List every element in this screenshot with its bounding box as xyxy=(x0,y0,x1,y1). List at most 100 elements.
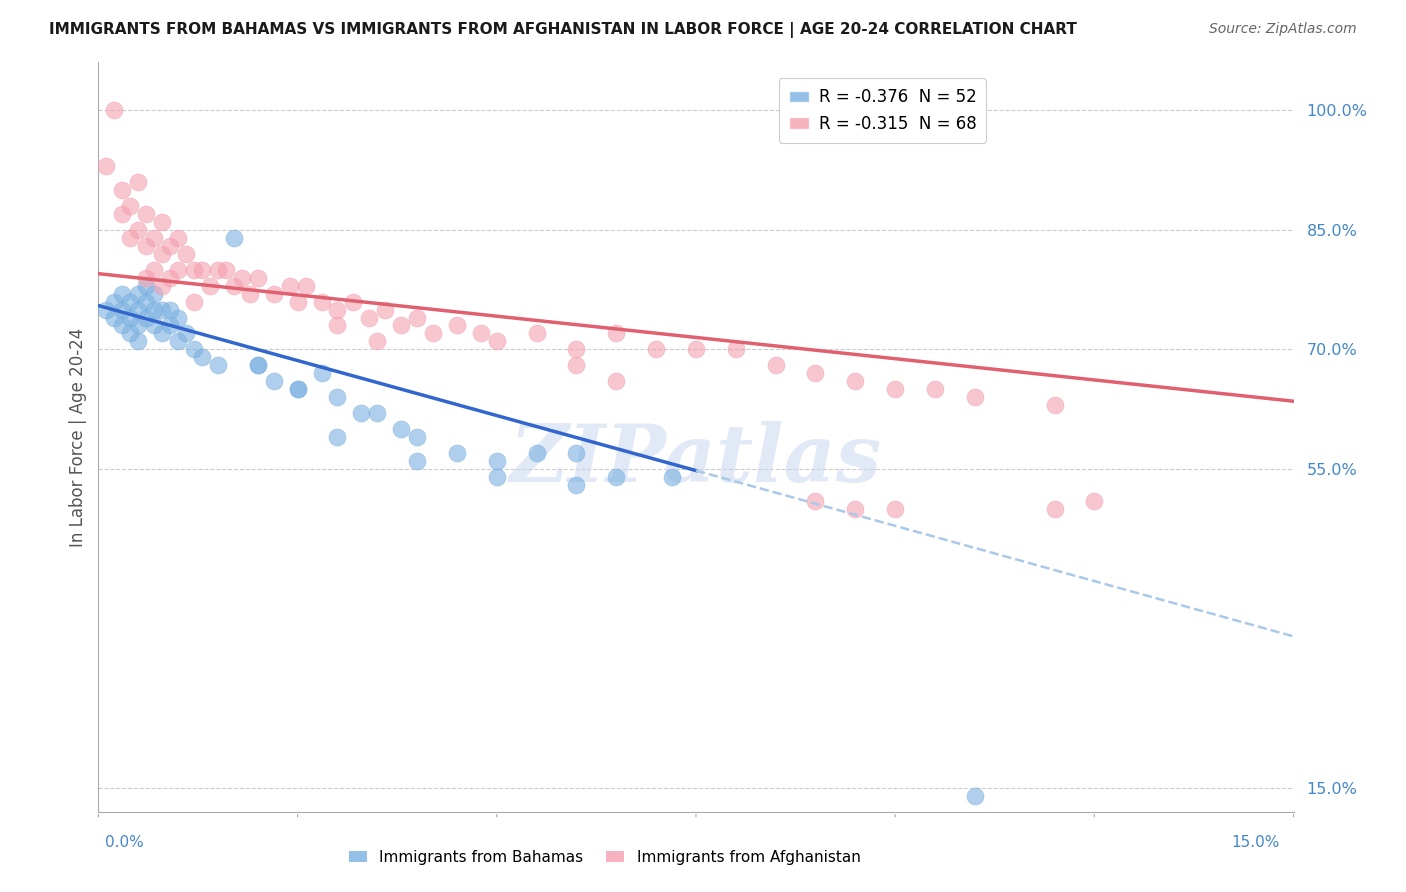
Point xyxy=(135,207,157,221)
Point xyxy=(135,294,157,309)
Point xyxy=(963,390,986,404)
Point xyxy=(485,334,508,349)
Point xyxy=(150,326,173,341)
Point xyxy=(135,239,157,253)
Point xyxy=(143,262,166,277)
Point xyxy=(111,286,134,301)
Point xyxy=(661,470,683,484)
Point xyxy=(470,326,492,341)
Point xyxy=(215,262,238,277)
Point xyxy=(135,278,157,293)
Point xyxy=(605,326,627,341)
Point xyxy=(326,430,349,444)
Point xyxy=(127,223,149,237)
Point xyxy=(263,374,285,388)
Point xyxy=(326,390,349,404)
Legend: Immigrants from Bahamas, Immigrants from Afghanistan: Immigrants from Bahamas, Immigrants from… xyxy=(343,844,866,871)
Point xyxy=(278,278,301,293)
Point xyxy=(120,310,142,325)
Point xyxy=(605,374,627,388)
Point xyxy=(246,359,269,373)
Point xyxy=(111,302,134,317)
Point xyxy=(884,501,907,516)
Text: Source: ZipAtlas.com: Source: ZipAtlas.com xyxy=(1209,22,1357,37)
Point xyxy=(143,318,166,333)
Point xyxy=(143,302,166,317)
Point xyxy=(120,199,142,213)
Point xyxy=(150,246,173,260)
Point xyxy=(167,231,190,245)
Point xyxy=(222,231,245,245)
Point xyxy=(127,318,149,333)
Point xyxy=(374,302,396,317)
Point xyxy=(150,302,173,317)
Point xyxy=(103,294,125,309)
Point xyxy=(96,159,118,173)
Point xyxy=(150,278,173,293)
Point xyxy=(159,270,181,285)
Point xyxy=(565,478,588,492)
Point xyxy=(844,374,866,388)
Point xyxy=(565,359,588,373)
Point xyxy=(446,318,468,333)
Point xyxy=(287,294,309,309)
Point xyxy=(135,310,157,325)
Point xyxy=(724,343,747,357)
Point xyxy=(143,231,166,245)
Point xyxy=(231,270,253,285)
Point xyxy=(350,406,373,420)
Point xyxy=(804,493,827,508)
Y-axis label: In Labor Force | Age 20-24: In Labor Force | Age 20-24 xyxy=(69,327,87,547)
Point xyxy=(183,262,205,277)
Point xyxy=(246,270,269,285)
Point xyxy=(207,359,229,373)
Point xyxy=(183,343,205,357)
Point xyxy=(287,382,309,396)
Point xyxy=(765,359,787,373)
Text: ZIPatlas: ZIPatlas xyxy=(510,421,882,499)
Legend: R = -0.376  N = 52, R = -0.315  N = 68: R = -0.376 N = 52, R = -0.315 N = 68 xyxy=(779,78,987,143)
Point xyxy=(120,326,142,341)
Point xyxy=(167,334,190,349)
Point xyxy=(526,326,548,341)
Point xyxy=(446,446,468,460)
Text: IMMIGRANTS FROM BAHAMAS VS IMMIGRANTS FROM AFGHANISTAN IN LABOR FORCE | AGE 20-2: IMMIGRANTS FROM BAHAMAS VS IMMIGRANTS FR… xyxy=(49,22,1077,38)
Point xyxy=(804,367,827,381)
Point xyxy=(150,215,173,229)
Point xyxy=(326,318,349,333)
Point xyxy=(844,501,866,516)
Point xyxy=(159,239,181,253)
Text: 15.0%: 15.0% xyxy=(1232,836,1279,850)
Point xyxy=(167,262,190,277)
Point xyxy=(120,294,142,309)
Point xyxy=(485,470,508,484)
Point xyxy=(174,246,197,260)
Point xyxy=(406,310,429,325)
Point xyxy=(239,286,262,301)
Point xyxy=(422,326,444,341)
Point xyxy=(135,270,157,285)
Point xyxy=(263,286,285,301)
Point xyxy=(127,175,149,189)
Point xyxy=(167,310,190,325)
Point xyxy=(111,183,134,197)
Point xyxy=(294,278,316,293)
Point xyxy=(406,430,429,444)
Point xyxy=(191,351,214,365)
Point xyxy=(191,262,214,277)
Point xyxy=(366,406,388,420)
Point xyxy=(159,318,181,333)
Point xyxy=(526,446,548,460)
Point xyxy=(127,302,149,317)
Point xyxy=(565,343,588,357)
Point xyxy=(389,422,412,436)
Point xyxy=(198,278,221,293)
Point xyxy=(174,326,197,341)
Point xyxy=(127,334,149,349)
Point xyxy=(1043,398,1066,412)
Point xyxy=(103,310,125,325)
Point xyxy=(311,367,333,381)
Point xyxy=(406,454,429,468)
Point xyxy=(963,789,986,803)
Point xyxy=(287,382,309,396)
